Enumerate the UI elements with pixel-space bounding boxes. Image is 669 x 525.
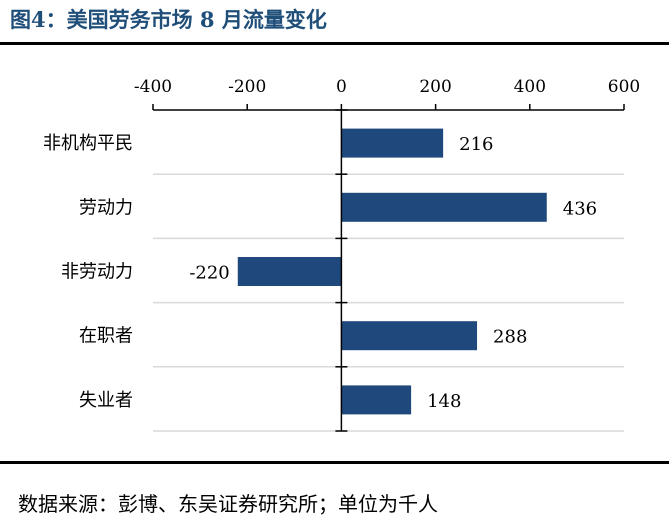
bar (341, 128, 444, 158)
category-label: 失业者 (79, 390, 133, 411)
bar (237, 257, 342, 286)
bottom-rule (0, 461, 669, 464)
bar (341, 321, 478, 351)
x-tick-label: -400 (134, 77, 172, 97)
top-rule (0, 42, 669, 45)
x-tick-label: 400 (514, 77, 546, 97)
category-label: 在职者 (79, 326, 133, 347)
chart-title: 图4：美国劳务市场 8 月流量变化 (10, 7, 327, 32)
x-tick-label: 200 (419, 77, 451, 97)
data-label: 216 (459, 134, 493, 155)
data-label: 288 (493, 327, 527, 348)
x-tick-label: 600 (608, 77, 640, 97)
x-tick-label: 0 (336, 77, 347, 97)
bar (341, 385, 412, 415)
data-label: 148 (427, 391, 461, 412)
bar (341, 192, 547, 222)
category-label: 非机构平民 (43, 133, 133, 154)
x-tick-label: -200 (228, 77, 266, 97)
data-label: -220 (189, 263, 229, 284)
category-label: 劳动力 (79, 197, 133, 218)
source-note: 数据来源：彭博、东吴证券研究所；单位为千人 (18, 492, 438, 516)
data-label: 436 (563, 198, 597, 219)
category-label: 非劳动力 (61, 262, 133, 283)
